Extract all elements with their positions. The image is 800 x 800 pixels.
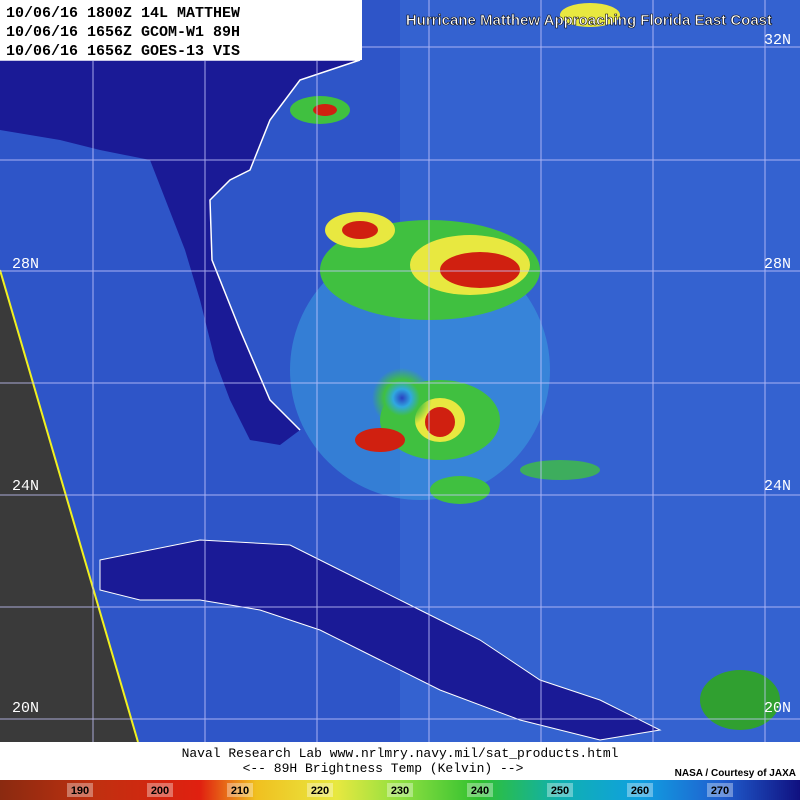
land-cuba	[99, 539, 662, 741]
colorbar	[0, 780, 800, 800]
footer-line: <-- 89H Brightness Temp (Kelvin) -->	[243, 761, 524, 776]
colorbar-label-bg	[707, 783, 733, 797]
colorbar-label-bg	[307, 783, 333, 797]
colorbar-label-bg	[627, 783, 653, 797]
lat-label: 20N	[12, 700, 39, 717]
header-line: 10/06/16 1656Z GOES-13 VIS	[6, 43, 240, 60]
hurricane	[290, 3, 780, 730]
colorbar-label: 210	[231, 785, 249, 797]
colorbar-label-bg	[67, 783, 93, 797]
colorbar-label-bg	[147, 783, 173, 797]
lat-label: 32N	[764, 32, 791, 49]
header-line: 10/06/16 1800Z 14L MATTHEW	[6, 5, 240, 22]
lat-label: 28N	[12, 256, 39, 273]
credit: NASA / Courtesy of JAXA	[675, 768, 796, 779]
colorbar-label: 260	[631, 785, 649, 797]
colorbar-label-bg	[547, 783, 573, 797]
colorbar-label: 190	[71, 785, 89, 797]
colorbar-label-bg	[467, 783, 493, 797]
colorbar-labels: 190 200 210 220 230 240 250 260 270	[67, 783, 733, 797]
colorbar-label-bg	[387, 783, 413, 797]
colorbar-label: 240	[471, 785, 489, 797]
footer-line: Naval Research Lab www.nrlmry.navy.mil/s…	[182, 746, 619, 761]
colorbar-label: 250	[551, 785, 569, 797]
footer-box	[0, 742, 800, 780]
colorbar-label: 230	[391, 785, 409, 797]
colorbar-label: 220	[311, 785, 329, 797]
swath-edge	[0, 269, 139, 743]
title: Hurricane Matthew Approaching Florida Ea…	[406, 12, 772, 29]
lat-label: 20N	[764, 700, 791, 717]
land-florida	[0, 60, 360, 445]
header-line: 10/06/16 1656Z GCOM-W1 89H	[6, 24, 240, 41]
colorbar-label: 200	[151, 785, 169, 797]
lat-label: 24N	[764, 478, 791, 495]
coastline	[0, 59, 361, 431]
lat-label: 24N	[12, 478, 39, 495]
colorbar-label: 270	[711, 785, 729, 797]
lat-label: 28N	[764, 256, 791, 273]
colorbar-label-bg	[227, 783, 253, 797]
header-box	[0, 0, 362, 60]
